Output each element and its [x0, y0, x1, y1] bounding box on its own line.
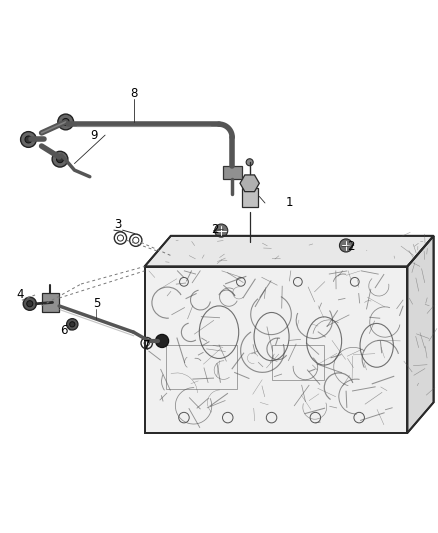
Polygon shape	[145, 236, 434, 266]
Text: 9: 9	[90, 128, 98, 142]
Text: 2: 2	[211, 223, 219, 236]
Text: 2: 2	[346, 240, 354, 253]
Text: 8: 8	[130, 87, 137, 100]
Circle shape	[339, 239, 353, 252]
Bar	[223, 166, 242, 179]
Circle shape	[25, 136, 32, 143]
Polygon shape	[240, 175, 259, 192]
Circle shape	[155, 334, 169, 348]
Bar	[242, 188, 258, 207]
Polygon shape	[240, 175, 250, 183]
Text: 7: 7	[143, 339, 151, 352]
Polygon shape	[240, 183, 250, 192]
Circle shape	[215, 224, 228, 237]
Text: 1: 1	[285, 197, 293, 209]
Circle shape	[23, 297, 36, 310]
Bar	[42, 293, 59, 312]
Circle shape	[62, 118, 69, 125]
Circle shape	[52, 151, 68, 167]
Text: 3: 3	[115, 219, 122, 231]
Circle shape	[27, 301, 33, 307]
Circle shape	[21, 132, 36, 147]
Circle shape	[58, 114, 74, 130]
Polygon shape	[145, 266, 407, 433]
Bar	[166, 345, 237, 389]
Polygon shape	[250, 175, 259, 183]
Polygon shape	[245, 183, 254, 192]
Text: 6: 6	[60, 324, 67, 336]
Circle shape	[67, 319, 78, 330]
Circle shape	[246, 159, 253, 166]
Polygon shape	[245, 175, 254, 183]
Text: 5: 5	[93, 297, 100, 310]
Bar	[272, 345, 324, 381]
Circle shape	[70, 322, 75, 327]
Circle shape	[57, 156, 64, 163]
Text: 4: 4	[16, 288, 24, 302]
Polygon shape	[407, 236, 434, 433]
Polygon shape	[250, 183, 259, 192]
